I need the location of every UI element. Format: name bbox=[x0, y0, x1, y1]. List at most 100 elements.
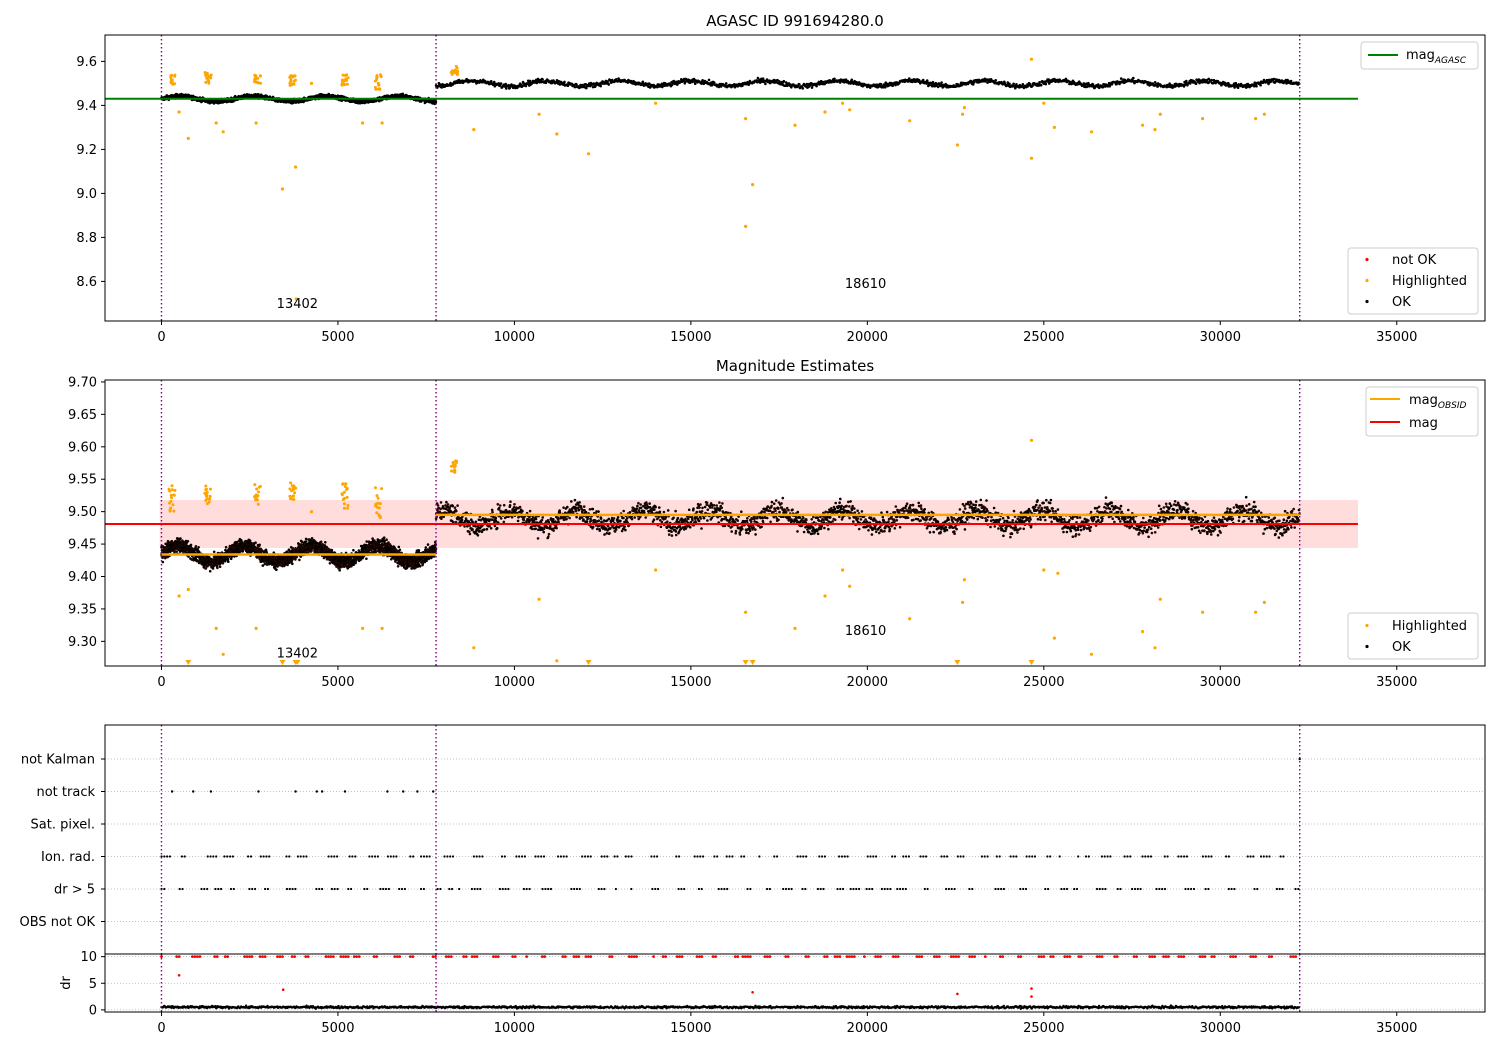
y-tick-label: 8.6 bbox=[76, 275, 97, 290]
highlighted-point bbox=[340, 78, 344, 82]
ok-point bbox=[204, 567, 208, 570]
highlighted-point bbox=[1029, 57, 1034, 61]
ok-point bbox=[691, 80, 694, 84]
ok-point bbox=[707, 78, 711, 82]
highlighted-point bbox=[848, 108, 852, 112]
highlighted-point bbox=[454, 70, 458, 74]
highlighted-point bbox=[1254, 117, 1258, 121]
highlighted-point bbox=[744, 117, 748, 121]
ok-point bbox=[782, 79, 786, 83]
highlighted-point bbox=[1029, 156, 1034, 160]
highlighted-point bbox=[206, 78, 210, 82]
ok-point bbox=[189, 543, 193, 547]
ok-point bbox=[761, 77, 765, 80]
highlighted-point bbox=[1042, 101, 1046, 105]
highlighted-point bbox=[454, 64, 458, 68]
ok-point bbox=[777, 80, 781, 83]
x-tick-label: 15000 bbox=[670, 330, 711, 345]
ok-point bbox=[1101, 85, 1105, 89]
x-tick-label: 25000 bbox=[1023, 330, 1064, 345]
ok-point bbox=[216, 566, 219, 570]
highlighted-point bbox=[259, 81, 263, 85]
highlighted-point bbox=[170, 73, 174, 77]
ok-point bbox=[330, 548, 334, 552]
ok-point bbox=[693, 82, 697, 85]
ok-point bbox=[544, 81, 548, 85]
ok-point bbox=[499, 82, 503, 85]
x-tick-label: 35000 bbox=[1376, 330, 1417, 345]
highlighted-point bbox=[375, 75, 379, 79]
panel1-legend-bottom: not OK Highlighted OK bbox=[1347, 247, 1479, 315]
ok-point bbox=[229, 557, 233, 561]
ok-point bbox=[254, 541, 257, 544]
legend-label-not-ok: not OK bbox=[1392, 253, 1437, 268]
highlighted-point bbox=[204, 80, 208, 84]
ok-point bbox=[197, 546, 200, 549]
ok-point bbox=[1210, 78, 1213, 82]
highlighted-point bbox=[450, 73, 454, 76]
ok-point bbox=[883, 86, 887, 89]
legend-marker-not-ok bbox=[1365, 257, 1369, 262]
ok-point bbox=[931, 84, 934, 88]
ok-point bbox=[304, 540, 308, 543]
ok-point bbox=[563, 80, 566, 84]
ok-point bbox=[850, 78, 854, 82]
x-tick-label: 0 bbox=[157, 330, 165, 345]
ok-point bbox=[1255, 84, 1258, 88]
highlighted-point bbox=[1153, 128, 1157, 132]
agasc-magnitude-panel: AGASC ID 991694280.0 0 5000 10000 15000 2000… bbox=[76, 12, 1486, 345]
y-tick-label: 9.4 bbox=[76, 99, 97, 114]
obsid-label-13402: 13402 bbox=[277, 297, 318, 312]
highlighted-point bbox=[280, 187, 285, 191]
ok-point bbox=[324, 541, 327, 544]
ok-point bbox=[524, 84, 528, 88]
highlighted-point bbox=[173, 74, 177, 78]
highlighted-point bbox=[256, 80, 260, 84]
ok-point bbox=[810, 86, 814, 89]
ok-point bbox=[434, 100, 438, 103]
highlighted-point bbox=[344, 79, 348, 83]
ok-point bbox=[541, 78, 544, 81]
highlighted-point bbox=[841, 101, 845, 105]
x-tick-label: 10000 bbox=[494, 330, 535, 345]
highlighted-point bbox=[961, 112, 965, 116]
highlighted-point bbox=[377, 83, 381, 87]
ok-point bbox=[224, 545, 228, 549]
ok-point bbox=[490, 80, 493, 83]
ok-point bbox=[1132, 76, 1135, 80]
ok-point bbox=[298, 558, 301, 562]
ok-point bbox=[879, 82, 883, 86]
highlighted-point bbox=[586, 152, 591, 156]
highlighted-point bbox=[309, 81, 314, 85]
highlighted-point bbox=[1141, 123, 1145, 127]
ok-point bbox=[994, 79, 997, 82]
highlighted-point bbox=[955, 143, 960, 147]
highlighted-point bbox=[204, 73, 208, 77]
highlighted-point bbox=[823, 110, 827, 114]
highlighted-point bbox=[207, 74, 211, 78]
ok-point bbox=[912, 78, 916, 81]
highlighted-point bbox=[340, 82, 344, 86]
highlighted-point bbox=[254, 77, 258, 80]
legend-marker-ok bbox=[1365, 299, 1369, 304]
highlighted-point bbox=[254, 121, 258, 125]
ok-point bbox=[798, 83, 801, 86]
highlighted-point bbox=[221, 130, 225, 134]
ok-point bbox=[1039, 83, 1043, 87]
legend-label-ok: OK bbox=[1392, 295, 1411, 310]
ok-point bbox=[208, 569, 212, 573]
ok-point bbox=[712, 81, 716, 84]
highlighted-point bbox=[908, 119, 912, 123]
ok-point bbox=[275, 568, 278, 572]
ok-point bbox=[599, 84, 602, 88]
ok-point bbox=[173, 549, 176, 553]
ok-point bbox=[1259, 83, 1262, 87]
legend-label-highlighted: Highlighted bbox=[1392, 274, 1467, 289]
highlighted-point bbox=[1158, 112, 1162, 116]
y-tick-label: 9.2 bbox=[76, 143, 97, 158]
ok-point bbox=[227, 560, 230, 563]
ok-point bbox=[908, 77, 911, 80]
ok-point bbox=[940, 81, 943, 84]
ok-point bbox=[894, 83, 897, 87]
highlighted-point bbox=[537, 112, 541, 116]
